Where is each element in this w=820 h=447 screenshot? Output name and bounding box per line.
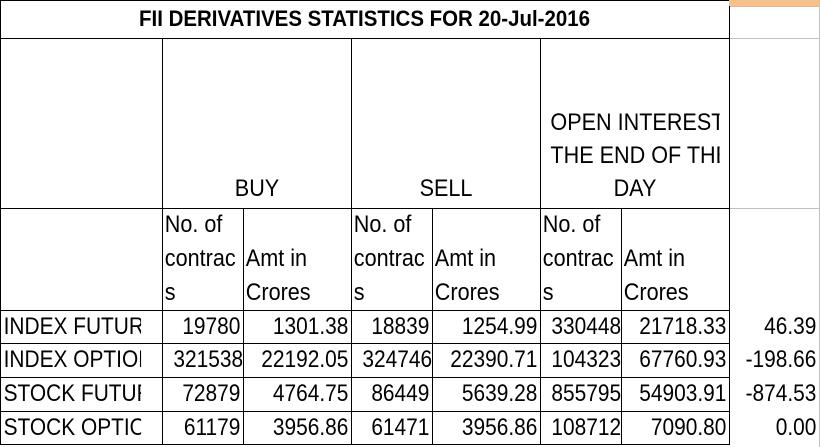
sell-amt-cell[interactable]: 3956.86 [461,414,538,441]
buy-contracts-header-2: contract [164,245,235,272]
net-cell[interactable]: -198.66 [745,346,817,373]
buy-header: BUY [234,175,280,202]
oi-amt-cell[interactable]: 21718.33 [639,313,727,340]
sell-amt-cell[interactable]: 22390.71 [450,346,538,373]
oi-contracts-header-3: s [542,279,554,306]
row-label[interactable]: STOCK OPTIONS [3,414,141,441]
oi-header-line1: OPEN INTEREST AT [550,109,720,136]
oi-amt-header-1: Amt in [623,245,686,272]
net-cell[interactable]: 46.39 [764,313,817,340]
sell-amt-header-2: Crores [434,279,500,306]
buy-amt-cell[interactable]: 1301.38 [272,313,349,340]
buy-contracts-cell[interactable]: 19780 [182,313,241,340]
buy-contracts-header-1: No. of [164,211,223,238]
oi-contracts-cell[interactable]: 108712 [551,414,621,441]
net-cell[interactable]: 0.00 [775,414,817,441]
buy-amt-cell[interactable]: 3956.86 [272,414,349,441]
oi-header-line3: DAY [613,175,657,202]
sell-amt-header-1: Amt in [434,245,497,272]
buy-contracts-cell[interactable]: 321538 [173,346,243,373]
buy-amt-cell[interactable]: 4764.75 [272,380,349,407]
oi-amt-cell[interactable]: 54903.91 [639,380,727,407]
oi-header-line2: THE END OF THE [550,142,720,169]
buy-amt-header-2: Crores [245,279,311,306]
sell-contracts-cell[interactable]: 324746 [362,346,432,373]
sell-amt-cell[interactable]: 1254.99 [461,313,538,340]
sell-header: SELL [419,175,473,202]
net-cell[interactable]: -874.53 [745,380,817,407]
sell-contracts-header-3: s [353,279,365,306]
buy-amt-cell[interactable]: 22192.05 [261,346,349,373]
oi-contracts-header-2: contract [542,245,613,272]
buy-contracts-header-3: s [164,279,176,306]
oi-amt-cell[interactable]: 67760.93 [639,346,727,373]
sheet-title: FII DERIVATIVES STATISTICS FOR 20-Jul-20… [139,6,590,31]
row-label[interactable]: INDEX OPTIONS [3,346,141,373]
sell-contracts-cell[interactable]: 61471 [371,414,430,441]
sell-contracts-header-2: contract [353,245,424,272]
buy-amt-header-1: Amt in [245,245,308,272]
oi-contracts-header-1: No. of [542,211,601,238]
row-label[interactable]: INDEX FUTURES [3,313,142,340]
sell-contracts-cell[interactable]: 18839 [371,313,430,340]
oi-amt-cell[interactable]: 7090.80 [650,414,727,441]
buy-contracts-cell[interactable]: 61179 [183,414,241,441]
row-label[interactable]: STOCK FUTURES [3,380,141,407]
oi-contracts-cell[interactable]: 330448 [551,313,621,340]
sell-contracts-cell[interactable]: 86449 [371,380,430,407]
oi-amt-header-2: Crores [623,279,689,306]
highlight-cell [729,0,820,6]
oi-contracts-cell[interactable]: 1043231 [551,346,621,373]
buy-contracts-cell[interactable]: 72879 [182,380,241,407]
sell-amt-cell[interactable]: 5639.28 [461,380,538,407]
oi-contracts-cell[interactable]: 855795 [551,380,621,407]
sell-contracts-header-1: No. of [353,211,412,238]
